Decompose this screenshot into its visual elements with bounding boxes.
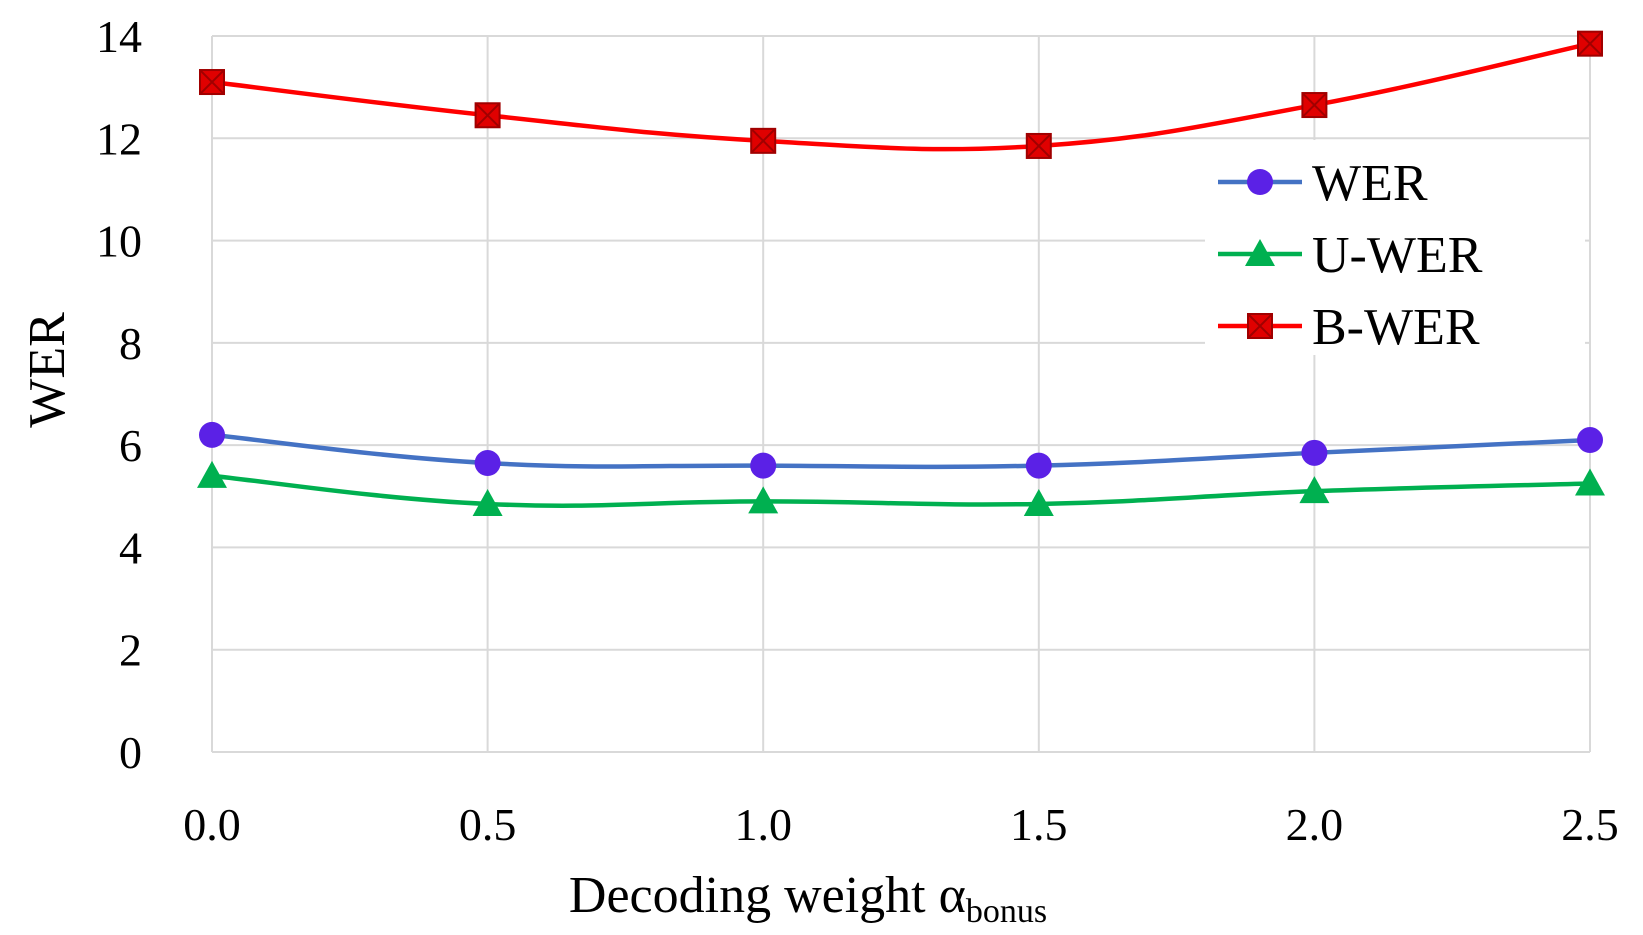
legend-item: U-WER — [1218, 227, 1483, 284]
data-point — [1301, 439, 1328, 466]
data-point — [1577, 30, 1603, 57]
data-point — [474, 450, 501, 477]
data-point — [1025, 132, 1052, 159]
x-tick-label: 0.5 — [459, 799, 517, 850]
data-point — [1577, 427, 1603, 454]
series-line — [211, 473, 1591, 508]
data-point — [474, 102, 501, 129]
x-axis-ticks: 0.0 0.5 1.0 1.5 2.0 2.5 — [183, 799, 1619, 850]
x-axis-title: Decoding weight αbonus — [569, 867, 1047, 930]
y-tick-label: 0 — [119, 727, 142, 778]
y-tick-label: 14 — [96, 11, 142, 62]
x-axis-title-main: Decoding weight α — [569, 867, 966, 924]
series-wer — [199, 421, 1603, 479]
y-axis-title: WER — [19, 312, 76, 428]
legend-label: B-WER — [1312, 299, 1480, 356]
legend-item: WER — [1218, 155, 1428, 212]
x-tick-label: 1.0 — [734, 799, 792, 850]
data-point — [1299, 476, 1330, 504]
data-point — [199, 421, 225, 448]
y-tick-label: 4 — [119, 522, 142, 573]
data-point — [750, 127, 777, 154]
x-axis-title-subscript: bonus — [966, 893, 1047, 930]
data-point — [1023, 488, 1054, 516]
x-tick-label: 1.5 — [1010, 799, 1068, 850]
data-point — [472, 488, 503, 516]
legend: WER U-WER B-WER — [1205, 140, 1585, 356]
data-point — [750, 452, 777, 479]
legend-label: U-WER — [1312, 227, 1483, 284]
legend-label: WER — [1312, 155, 1428, 212]
series-u-wer — [197, 460, 1605, 516]
series-line — [211, 432, 1591, 470]
y-axis-ticks: 0 2 4 6 8 10 12 14 — [96, 11, 142, 778]
series-line — [211, 41, 1591, 152]
x-tick-label: 2.5 — [1561, 799, 1619, 850]
data-point — [1301, 92, 1328, 119]
data-point — [1575, 468, 1605, 496]
legend-marker — [1245, 239, 1275, 266]
y-tick-label: 12 — [96, 113, 142, 164]
legend-marker — [1247, 169, 1273, 195]
data-point — [748, 486, 779, 514]
data-point — [1025, 452, 1052, 479]
y-tick-label: 6 — [119, 420, 142, 471]
y-tick-label: 2 — [119, 625, 142, 676]
x-tick-label: 2.0 — [1286, 799, 1344, 850]
legend-item: B-WER — [1218, 299, 1480, 356]
y-tick-label: 10 — [96, 216, 142, 267]
y-tick-label: 8 — [119, 318, 142, 369]
series-b-wer — [199, 30, 1603, 159]
data-point — [199, 69, 225, 96]
legend-marker — [1247, 313, 1273, 339]
data-point — [197, 460, 227, 488]
series-layer — [197, 30, 1605, 516]
x-tick-label: 0.0 — [183, 799, 241, 850]
